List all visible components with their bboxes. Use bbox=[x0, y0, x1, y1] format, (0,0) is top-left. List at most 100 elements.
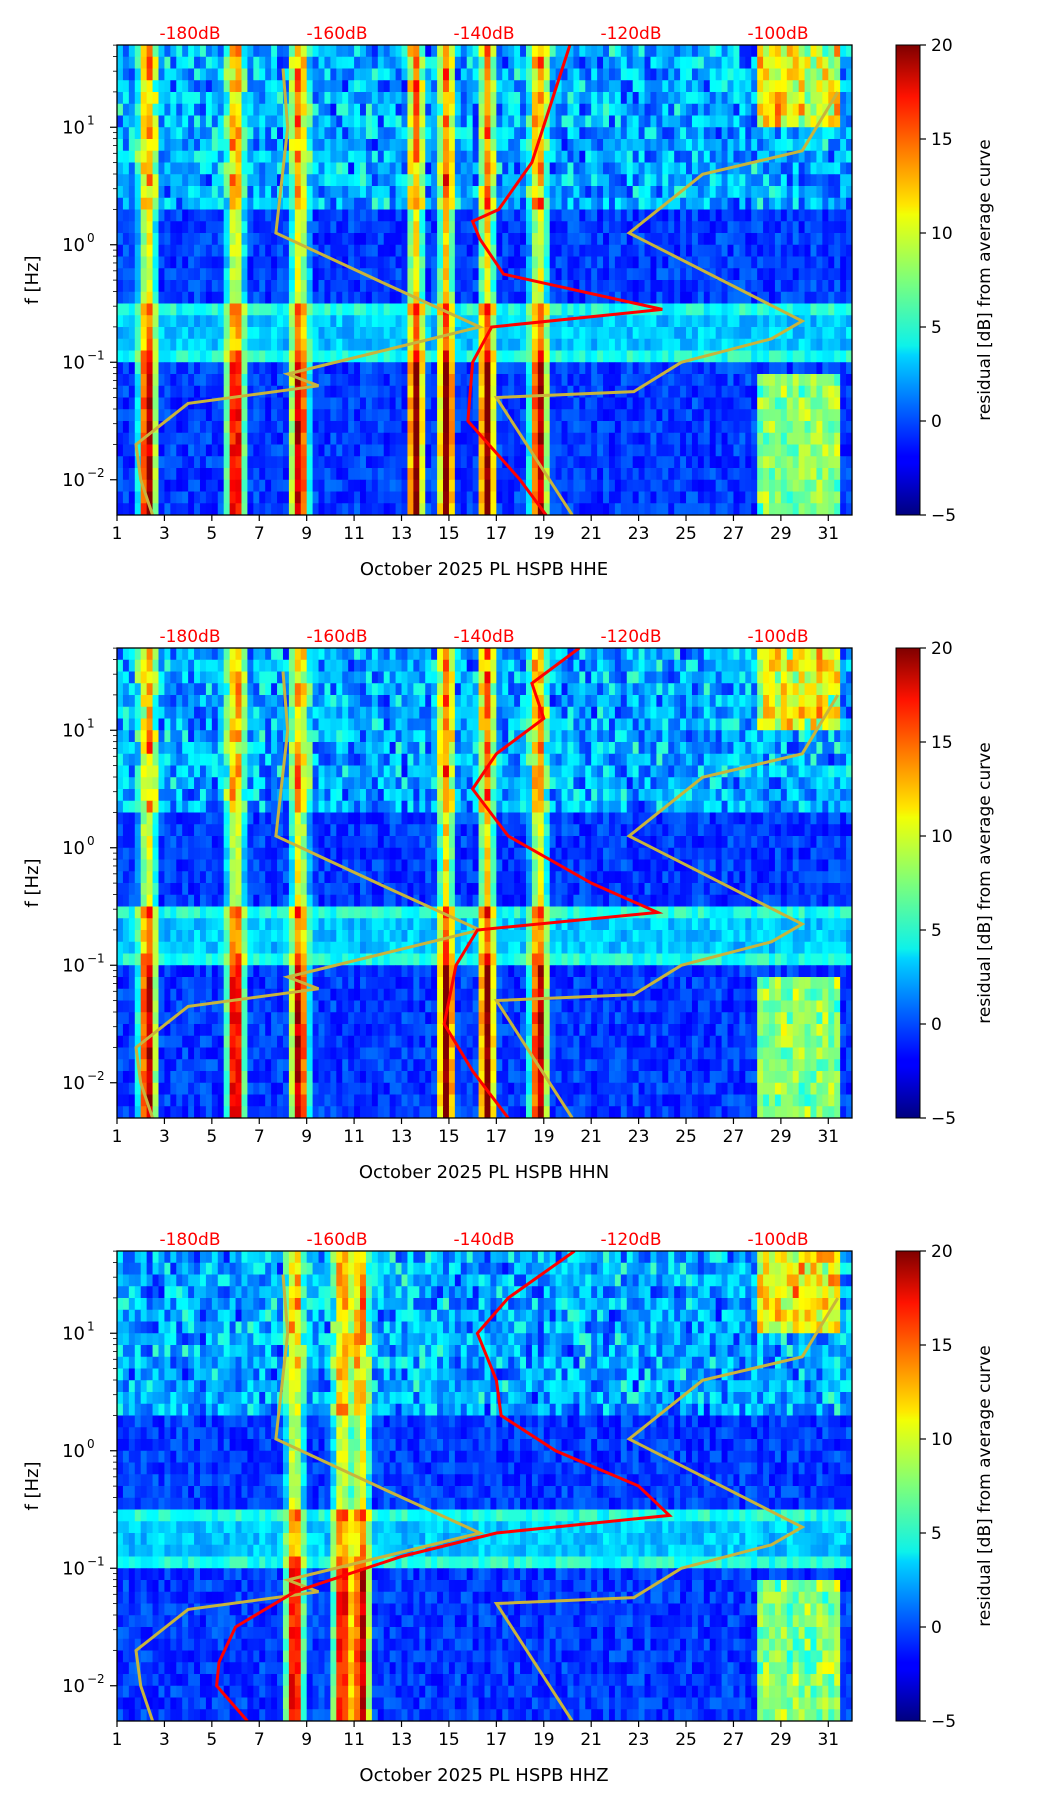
heatmap-cell bbox=[158, 432, 165, 445]
heatmap-cell bbox=[431, 127, 438, 140]
heatmap-cell bbox=[792, 233, 800, 246]
heatmap-cell bbox=[478, 221, 485, 234]
heatmap-cell bbox=[324, 268, 331, 281]
heatmap-cell bbox=[727, 233, 734, 246]
heatmap-cell bbox=[751, 221, 758, 234]
heatmap-cell bbox=[419, 115, 426, 128]
heatmap-cell bbox=[229, 468, 236, 481]
heatmap-cell bbox=[555, 374, 562, 387]
heatmap-cell bbox=[448, 397, 456, 410]
heatmap-cell bbox=[342, 479, 349, 492]
heatmap-cell bbox=[365, 45, 373, 58]
heatmap-cell bbox=[389, 56, 396, 69]
heatmap-cell bbox=[117, 268, 124, 281]
heatmap-cell bbox=[324, 139, 331, 152]
heatmap-cell bbox=[223, 327, 231, 340]
heatmap-cell bbox=[217, 92, 225, 105]
heatmap-cell bbox=[585, 186, 592, 199]
heatmap-cell bbox=[348, 209, 355, 222]
heatmap-cell bbox=[555, 468, 562, 481]
heatmap-cell bbox=[763, 409, 770, 422]
heatmap-cell bbox=[354, 56, 361, 69]
heatmap-cell bbox=[371, 444, 379, 457]
heatmap-cell bbox=[217, 479, 225, 492]
heatmap-cell bbox=[199, 209, 207, 222]
heatmap-cell bbox=[810, 244, 817, 257]
heatmap-cell bbox=[241, 327, 248, 340]
heatmap-cell bbox=[413, 92, 420, 105]
heatmap-cell bbox=[810, 56, 817, 69]
heatmap-cell bbox=[514, 115, 521, 128]
heatmap-cell bbox=[846, 280, 852, 293]
heatmap-cell bbox=[834, 103, 841, 116]
heatmap-cell bbox=[644, 432, 651, 445]
heatmap-cell bbox=[816, 315, 823, 328]
heatmap-cell bbox=[425, 244, 432, 257]
heatmap-cell bbox=[668, 256, 675, 269]
heatmap-cell bbox=[300, 244, 308, 257]
heatmap-cell bbox=[354, 92, 361, 105]
heatmap-cell bbox=[443, 139, 450, 152]
heatmap-cell bbox=[484, 186, 491, 199]
heatmap-cell bbox=[810, 68, 817, 81]
heatmap-cell bbox=[448, 338, 456, 351]
heatmap-cell bbox=[840, 209, 847, 222]
heatmap-cell bbox=[223, 409, 231, 422]
heatmap-cell bbox=[259, 115, 266, 128]
heatmap-cell bbox=[128, 503, 136, 515]
heatmap-cell bbox=[591, 209, 598, 222]
heatmap-cell bbox=[816, 268, 823, 281]
heatmap-cell bbox=[324, 221, 331, 234]
heatmap-cell bbox=[632, 209, 640, 222]
heatmap-cell bbox=[573, 209, 580, 222]
heatmap-cell bbox=[780, 479, 788, 492]
heatmap-cell bbox=[454, 103, 462, 116]
heatmap-cell bbox=[478, 491, 485, 504]
heatmap-cell bbox=[253, 456, 260, 469]
heatmap-cell bbox=[407, 315, 414, 328]
heatmap-cell bbox=[739, 385, 746, 398]
heatmap-cell bbox=[786, 45, 794, 58]
heatmap-cell bbox=[383, 197, 391, 210]
heatmap-cell bbox=[709, 432, 717, 445]
heatmap-cell bbox=[472, 45, 479, 58]
heatmap-cell bbox=[727, 385, 734, 398]
heatmap-cell bbox=[348, 115, 355, 128]
heatmap-cell bbox=[638, 421, 645, 434]
heatmap-cell bbox=[360, 92, 367, 105]
heatmap-cell bbox=[798, 421, 805, 434]
heatmap-cell bbox=[632, 350, 640, 363]
heatmap-cell bbox=[763, 444, 770, 457]
heatmap-cell bbox=[721, 409, 728, 422]
heatmap-cell bbox=[217, 103, 225, 116]
heatmap-cell bbox=[597, 479, 604, 492]
heatmap-area[interactable] bbox=[117, 45, 852, 515]
heatmap-cell bbox=[608, 221, 616, 234]
heatmap-cell bbox=[164, 456, 171, 469]
heatmap-cell bbox=[656, 268, 663, 281]
heatmap-cell bbox=[780, 197, 788, 210]
heatmap-cell bbox=[294, 221, 302, 234]
heatmap-cell bbox=[614, 315, 622, 328]
heatmap-cell bbox=[425, 80, 432, 93]
heatmap-cell bbox=[490, 68, 497, 81]
heatmap-cell bbox=[626, 68, 634, 81]
heatmap-cell bbox=[816, 150, 823, 163]
heatmap-cell bbox=[786, 503, 794, 515]
heatmap-cell bbox=[170, 338, 177, 351]
heatmap-cell bbox=[537, 327, 545, 340]
heatmap-cell bbox=[798, 92, 805, 105]
heatmap-cell bbox=[834, 291, 841, 304]
heatmap-cell bbox=[134, 56, 142, 69]
heatmap-cell bbox=[235, 432, 242, 445]
heatmap-cell bbox=[259, 432, 266, 445]
heatmap-cell bbox=[520, 233, 527, 246]
heatmap-cell bbox=[407, 280, 414, 293]
heatmap-cell bbox=[377, 479, 385, 492]
heatmap-cell bbox=[786, 409, 794, 422]
heatmap-cell bbox=[253, 233, 260, 246]
heatmap-cell bbox=[259, 56, 266, 69]
heatmap-cell bbox=[253, 139, 260, 152]
heatmap-cell bbox=[680, 303, 687, 316]
heatmap-cell bbox=[757, 409, 764, 422]
